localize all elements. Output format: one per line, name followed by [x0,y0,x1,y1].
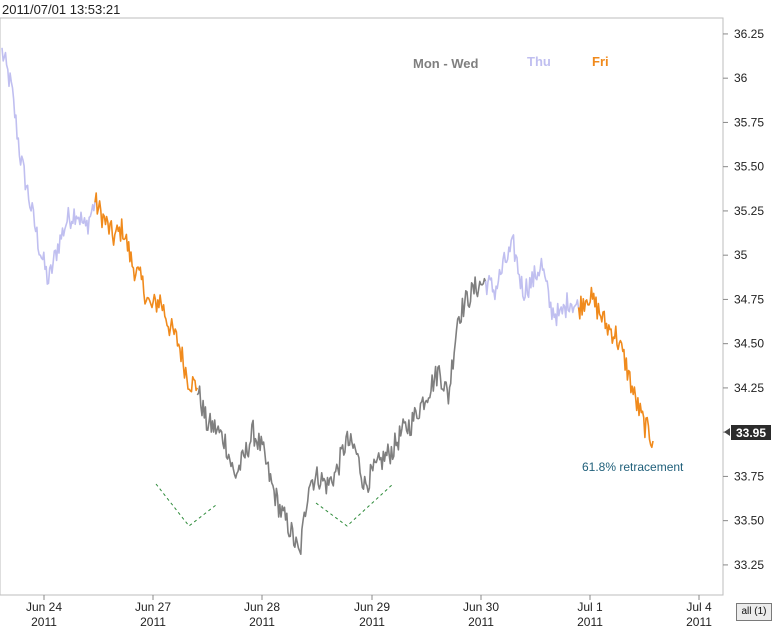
guide-v-line-2 [315,483,394,527]
legend-item-mon-wed: Mon - Wed [413,56,479,71]
last-price-label: 33.95 [736,426,766,440]
x-tick-year: 2011 [686,615,712,629]
y-tick-label: 36.25 [734,27,764,41]
series-line-fri-1 [94,192,199,393]
y-tick-label: 34.75 [734,292,764,306]
last-price-marker: 33.95 [724,425,771,440]
x-tick-label: Jun 29 [354,600,390,614]
y-tick-label: 35 [734,248,748,262]
y-tick-label: 33.25 [734,558,764,572]
y-tick-label: 34.50 [734,337,764,351]
last-price-pointer-icon [724,428,730,436]
x-tick-label: Jun 24 [26,600,62,614]
legend-item-fri: Fri [592,54,609,69]
y-tick-label: 36 [734,71,748,85]
legend: Mon - Wed Thu Fri [413,54,609,71]
x-tick-label: Jul 4 [686,600,712,614]
series-line-fri-4 [577,286,654,449]
guide-lines [155,483,394,527]
y-axis: 33.2533.5033.753434.2534.5034.753535.253… [723,27,764,572]
y-tick-label: 33.50 [734,514,764,528]
x-tick-year: 2011 [359,615,385,629]
x-tick-label: Jun 27 [135,600,171,614]
series-line-thu-3 [484,234,580,327]
y-tick-label: 35.75 [734,115,764,129]
x-tick-label: Jun 28 [244,600,280,614]
legend-item-thu: Thu [527,54,551,69]
series-line-thu-0 [1,47,96,285]
y-tick-label: 35.50 [734,160,764,174]
timestamp: 2011/07/01 13:53:21 [2,2,120,17]
retracement-annotation: 61.8% retracement [582,460,684,474]
x-tick-year: 2011 [249,615,275,629]
y-tick-label: 33.75 [734,469,764,483]
price-series [1,47,654,556]
y-tick-label: 34.25 [734,381,764,395]
plot-area [0,17,724,596]
series-line-mon-wed-2 [196,276,487,556]
x-tick-year: 2011 [31,615,57,629]
x-tick-year: 2011 [140,615,166,629]
x-tick-label: Jun 30 [463,600,499,614]
y-tick-label: 35.25 [734,204,764,218]
x-tick-year: 2011 [577,615,603,629]
x-tick-year: 2011 [468,615,494,629]
x-tick-label: Jul 1 [577,600,603,614]
all-button[interactable]: all (1) [736,603,772,621]
last-price-box [731,425,771,440]
